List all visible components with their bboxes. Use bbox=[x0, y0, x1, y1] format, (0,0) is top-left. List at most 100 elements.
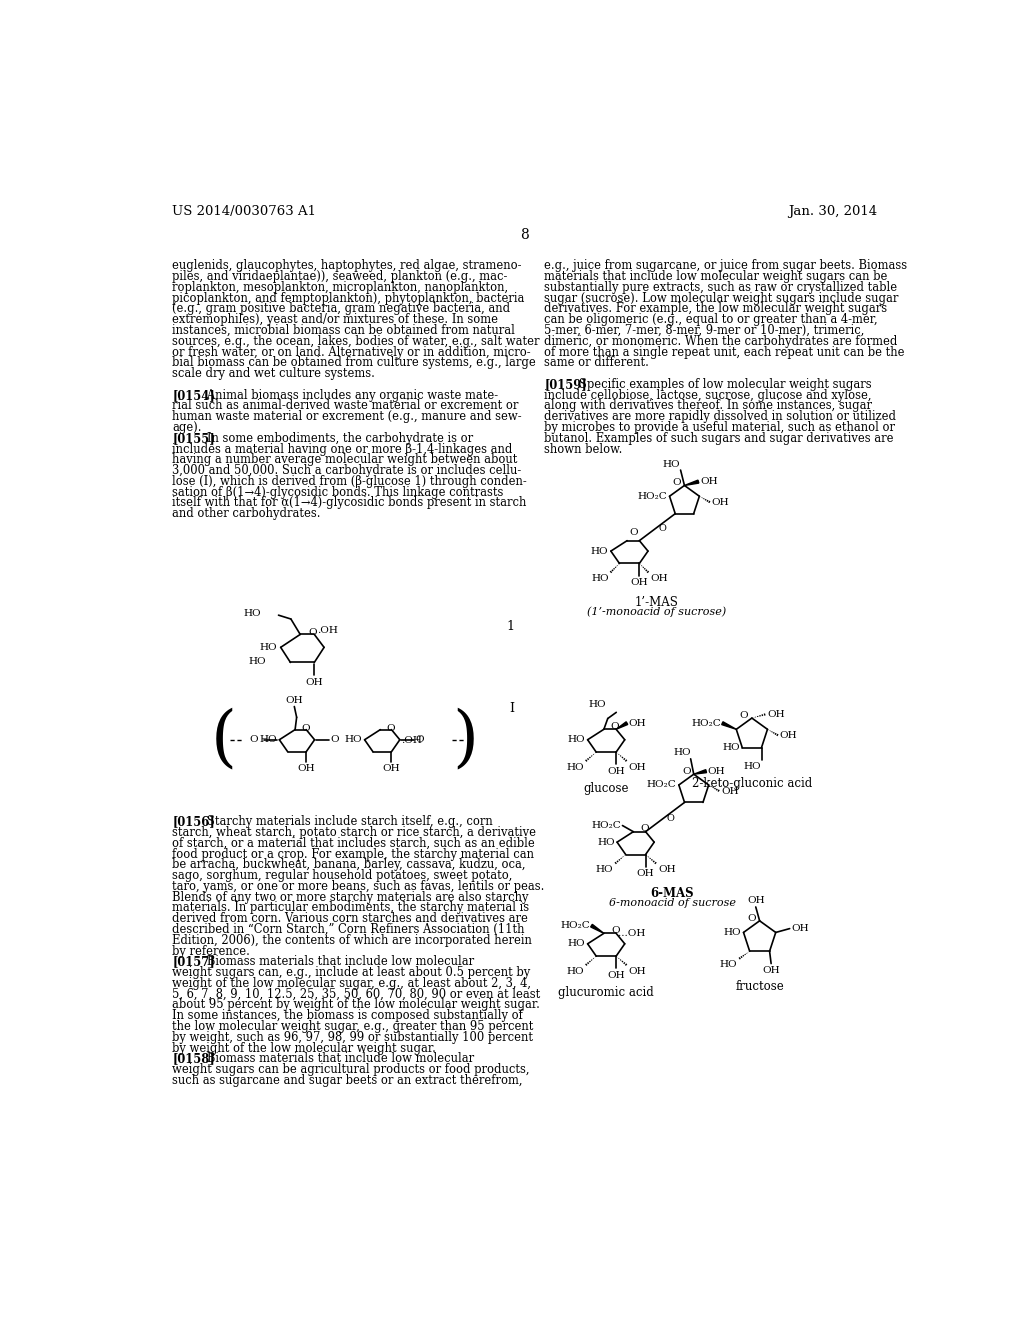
Text: (: ( bbox=[210, 708, 237, 772]
Polygon shape bbox=[722, 722, 736, 730]
Text: HO: HO bbox=[345, 735, 362, 744]
Text: O: O bbox=[748, 913, 756, 923]
Text: OH: OH bbox=[792, 924, 809, 933]
Polygon shape bbox=[693, 770, 707, 775]
Text: 6-MAS: 6-MAS bbox=[650, 887, 694, 900]
Text: include cellobiose, lactose, sucrose, glucose and xylose,: include cellobiose, lactose, sucrose, gl… bbox=[544, 388, 871, 401]
Text: 2-keto-gluconic acid: 2-keto-gluconic acid bbox=[692, 776, 812, 789]
Text: OH: OH bbox=[746, 896, 765, 906]
Text: HO: HO bbox=[724, 928, 741, 937]
Text: OH: OH bbox=[780, 731, 798, 741]
Text: HO₂C: HO₂C bbox=[691, 718, 721, 727]
Text: e.g., juice from sugarcane, or juice from sugar beets. Biomass: e.g., juice from sugarcane, or juice fro… bbox=[544, 259, 907, 272]
Text: [0159]: [0159] bbox=[544, 378, 587, 391]
Text: ): ) bbox=[453, 708, 478, 772]
Text: OH: OH bbox=[700, 477, 718, 486]
Text: by reference.: by reference. bbox=[172, 945, 250, 957]
Text: OH: OH bbox=[658, 866, 676, 874]
Text: HO: HO bbox=[259, 735, 278, 744]
Text: (1’-monoacid of sucrose): (1’-monoacid of sucrose) bbox=[587, 607, 726, 618]
Text: materials that include low molecular weight sugars can be: materials that include low molecular wei… bbox=[544, 271, 888, 282]
Text: 5, 6, 7, 8, 9, 10, 12.5, 25, 35, 50, 60, 70, 80, 90 or even at least: 5, 6, 7, 8, 9, 10, 12.5, 25, 35, 50, 60,… bbox=[172, 987, 541, 1001]
Text: lose (I), which is derived from (β-glucose 1) through conden-: lose (I), which is derived from (β-gluco… bbox=[172, 475, 527, 488]
Text: 1: 1 bbox=[506, 620, 514, 634]
Text: HO: HO bbox=[567, 940, 586, 948]
Text: same or different.: same or different. bbox=[544, 356, 649, 370]
Text: shown below.: shown below. bbox=[544, 442, 623, 455]
Text: O: O bbox=[387, 723, 395, 733]
Text: substantially pure extracts, such as raw or crystallized table: substantially pure extracts, such as raw… bbox=[544, 281, 897, 294]
Text: OH: OH bbox=[607, 767, 625, 776]
Text: HO: HO bbox=[567, 735, 586, 744]
Text: OH: OH bbox=[767, 710, 785, 718]
Text: such as sugarcane and sugar beets or an extract therefrom,: such as sugarcane and sugar beets or an … bbox=[172, 1074, 522, 1086]
Text: OH: OH bbox=[305, 678, 324, 686]
Text: OH: OH bbox=[286, 696, 303, 705]
Text: derivatives are more rapidly dissolved in solution or utilized: derivatives are more rapidly dissolved i… bbox=[544, 411, 896, 424]
Text: picoplankton, and femptoplankton), phytoplankton, bacteria: picoplankton, and femptoplankton), phyto… bbox=[172, 292, 524, 305]
Text: weight sugars can be agricultural products or food products,: weight sugars can be agricultural produc… bbox=[172, 1063, 529, 1076]
Text: O: O bbox=[682, 767, 690, 776]
Text: weight sugars can, e.g., include at least about 0.5 percent by: weight sugars can, e.g., include at leas… bbox=[172, 966, 530, 979]
Text: sation of β(1→4)-glycosidic bonds. This linkage contrasts: sation of β(1→4)-glycosidic bonds. This … bbox=[172, 486, 504, 499]
Text: Starchy materials include starch itself, e.g., corn: Starchy materials include starch itself,… bbox=[196, 816, 493, 828]
Text: rial such as animal-derived waste material or excrement or: rial such as animal-derived waste materi… bbox=[172, 400, 518, 412]
Text: OH: OH bbox=[650, 574, 668, 583]
Text: food product or a crop. For example, the starchy material can: food product or a crop. For example, the… bbox=[172, 847, 535, 861]
Text: described in “Corn Starch,” Corn Refiners Association (11th: described in “Corn Starch,” Corn Refiner… bbox=[172, 923, 524, 936]
Text: [0154]: [0154] bbox=[172, 388, 215, 401]
Text: by microbes to provide a useful material, such as ethanol or: by microbes to provide a useful material… bbox=[544, 421, 895, 434]
Text: HO: HO bbox=[249, 656, 266, 665]
Text: Blends of any two or more starchy materials are also starchy: Blends of any two or more starchy materi… bbox=[172, 891, 528, 904]
Text: [0157]: [0157] bbox=[172, 956, 215, 969]
Text: [0158]: [0158] bbox=[172, 1052, 215, 1065]
Text: O: O bbox=[309, 627, 317, 636]
Text: 5-mer, 6-mer, 7-mer, 8-mer, 9-mer or 10-mer), trimeric,: 5-mer, 6-mer, 7-mer, 8-mer, 9-mer or 10-… bbox=[544, 323, 864, 337]
Text: age).: age). bbox=[172, 421, 202, 434]
Text: HO: HO bbox=[591, 574, 608, 583]
Text: HO: HO bbox=[673, 748, 690, 758]
Text: HO: HO bbox=[597, 838, 614, 846]
Text: [0156]: [0156] bbox=[172, 816, 215, 828]
Text: OH: OH bbox=[383, 764, 400, 774]
Text: In some embodiments, the carbohydrate is or: In some embodiments, the carbohydrate is… bbox=[196, 432, 473, 445]
Text: OH: OH bbox=[629, 718, 646, 727]
Text: starch, wheat starch, potato starch or rice starch, a derivative: starch, wheat starch, potato starch or r… bbox=[172, 826, 537, 840]
Text: HO: HO bbox=[589, 701, 606, 709]
Text: weight of the low molecular sugar, e.g., at least about 2, 3, 4,: weight of the low molecular sugar, e.g.,… bbox=[172, 977, 531, 990]
Polygon shape bbox=[616, 722, 628, 729]
Text: O: O bbox=[640, 824, 649, 833]
Text: of starch, or a material that includes starch, such as an edible: of starch, or a material that includes s… bbox=[172, 837, 535, 850]
Text: HO: HO bbox=[596, 866, 613, 874]
Text: HO: HO bbox=[566, 763, 584, 772]
Text: glucuromic acid: glucuromic acid bbox=[558, 986, 654, 999]
Text: HO: HO bbox=[720, 961, 737, 969]
Text: .OH: .OH bbox=[401, 737, 422, 744]
Text: 6-monoacid of sucrose: 6-monoacid of sucrose bbox=[608, 899, 735, 908]
Text: HO: HO bbox=[566, 968, 584, 975]
Text: 1’-MAS: 1’-MAS bbox=[635, 595, 679, 609]
Text: human waste material or excrement (e.g., manure and sew-: human waste material or excrement (e.g.,… bbox=[172, 411, 522, 424]
Text: Specific examples of low molecular weight sugars: Specific examples of low molecular weigh… bbox=[567, 378, 871, 391]
Text: fructose: fructose bbox=[735, 979, 784, 993]
Text: by weight of the low molecular weight sugar.: by weight of the low molecular weight su… bbox=[172, 1041, 436, 1055]
Text: HO₂C: HO₂C bbox=[647, 780, 677, 789]
Text: Biomass materials that include low molecular: Biomass materials that include low molec… bbox=[196, 1052, 474, 1065]
Text: about 95 percent by weight of the low molecular weight sugar.: about 95 percent by weight of the low mo… bbox=[172, 998, 540, 1011]
Text: can be oligomeric (e.g., equal to or greater than a 4-mer,: can be oligomeric (e.g., equal to or gre… bbox=[544, 313, 878, 326]
Text: OH: OH bbox=[629, 763, 646, 772]
Text: roplankton, mesoplankton, microplankton, nanoplankton,: roplankton, mesoplankton, microplankton,… bbox=[172, 281, 508, 294]
Text: OH: OH bbox=[712, 498, 729, 507]
Text: HO: HO bbox=[260, 643, 278, 652]
Text: O: O bbox=[629, 528, 638, 537]
Text: OH: OH bbox=[762, 966, 780, 975]
Text: O: O bbox=[416, 735, 424, 744]
Text: includes a material having one or more β-1,4-linkages and: includes a material having one or more β… bbox=[172, 442, 513, 455]
Text: having a number average molecular weight between about: having a number average molecular weight… bbox=[172, 453, 517, 466]
Text: itself with that for α(1→4)-glycosidic bonds present in starch: itself with that for α(1→4)-glycosidic b… bbox=[172, 496, 526, 510]
Text: HO: HO bbox=[244, 609, 261, 618]
Text: HO: HO bbox=[591, 546, 608, 556]
Text: OH: OH bbox=[721, 787, 738, 796]
Text: HO: HO bbox=[722, 743, 740, 752]
Text: ...​OH: ...​OH bbox=[617, 929, 645, 937]
